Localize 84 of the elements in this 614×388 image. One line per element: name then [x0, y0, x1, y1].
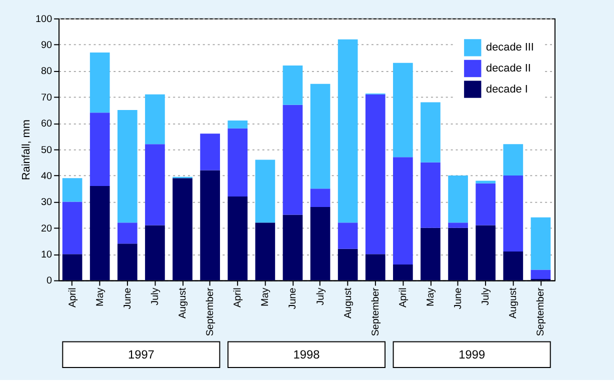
bar: [228, 128, 248, 196]
bar: [420, 102, 440, 162]
x-tick-label: June: [288, 287, 299, 310]
bar: [90, 52, 110, 113]
bar: [530, 270, 551, 279]
x-tick-label: April: [67, 288, 78, 308]
bar: [338, 222, 358, 249]
x-tick-label: September: [536, 287, 547, 336]
bar: [117, 110, 138, 223]
x-tick-label: September: [370, 287, 382, 336]
y-tick-label: 80: [41, 66, 53, 78]
bar: [338, 39, 358, 223]
x-tick-label: July: [315, 288, 326, 306]
y-tick-label: 70: [41, 92, 53, 104]
bar: [282, 104, 303, 215]
bar: [90, 112, 110, 186]
bar: [145, 144, 165, 226]
bar: [365, 254, 386, 280]
bar: [448, 176, 468, 223]
x-tick-label: April: [398, 288, 409, 308]
bar: [255, 160, 276, 223]
legend-label: decade II: [486, 62, 531, 74]
x-tick-label: August: [177, 287, 188, 319]
y-tick-label: 20: [41, 223, 53, 234]
bar: [200, 134, 220, 170]
bar: [503, 176, 524, 252]
bar: [145, 225, 165, 280]
x-tick-label: May: [260, 288, 272, 306]
bar: [145, 94, 165, 144]
legend-label: decade I: [486, 83, 528, 96]
bar: [90, 186, 110, 280]
y-tick-label: 0: [46, 276, 53, 287]
bar: [117, 244, 138, 280]
bar: [503, 251, 524, 280]
bar: [338, 248, 358, 280]
bar: [476, 183, 496, 226]
text: 1997: [128, 348, 155, 362]
y-tick-label: 30: [41, 197, 53, 208]
x-tick-label: April: [232, 288, 244, 308]
bar: [393, 62, 413, 158]
y-tick-label: 50: [41, 144, 53, 156]
x-tick-label: May: [94, 288, 106, 306]
y-tick-label: 100: [36, 14, 53, 25]
bar: [62, 178, 82, 202]
x-tick-label: May: [425, 288, 436, 306]
bar: [62, 254, 82, 280]
bar: [420, 228, 440, 280]
x-tick-label: August: [342, 287, 354, 319]
bar: [282, 66, 303, 105]
bar: [310, 188, 330, 207]
text: 1999: [458, 348, 486, 362]
bar: [172, 178, 192, 280]
bar: [448, 222, 468, 228]
x-tick-label: July: [150, 288, 161, 306]
x-tick-label: August: [508, 287, 520, 319]
bar: [420, 162, 440, 228]
bar: [393, 157, 413, 265]
bar: [448, 228, 468, 280]
x-tick-label: September: [205, 287, 216, 336]
y-tick-label: 40: [41, 170, 53, 182]
bar: [310, 206, 330, 280]
bar: [393, 264, 413, 280]
bar: [282, 214, 303, 280]
bar: [117, 222, 138, 244]
bar: [228, 120, 248, 128]
bar: [255, 222, 276, 280]
y-tick-label: 10: [41, 250, 53, 261]
y-axis-title: Rainfall, mm: [20, 120, 33, 180]
x-tick-label: June: [453, 287, 464, 310]
bar: [228, 196, 248, 280]
x-tick-label: July: [480, 288, 492, 306]
legend-label: decade III: [486, 42, 534, 54]
y-tick-label: 90: [41, 40, 53, 52]
bar: [200, 170, 220, 280]
bar: [365, 94, 386, 254]
bar: [62, 202, 82, 254]
bar: [310, 84, 330, 189]
bar: [476, 180, 496, 184]
x-tick-label: June: [122, 287, 134, 310]
bar: [503, 144, 524, 176]
text: 1998: [293, 348, 320, 362]
y-tick-label: 60: [41, 118, 53, 130]
bar: [476, 225, 496, 280]
bar: [530, 217, 551, 270]
